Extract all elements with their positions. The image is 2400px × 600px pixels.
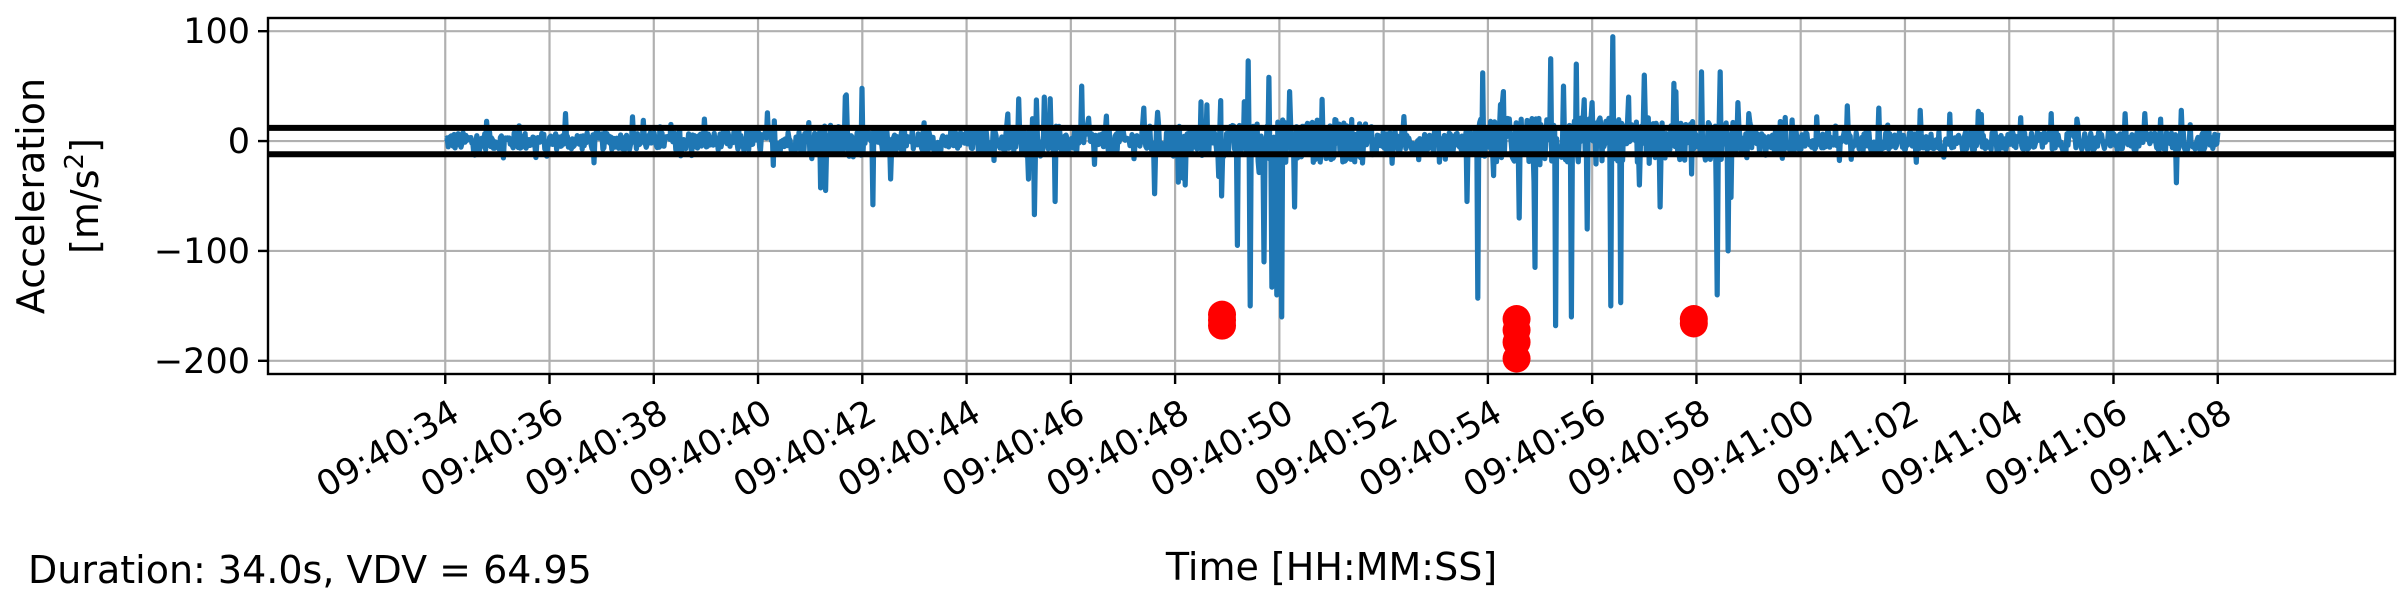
x-axis-label: Time [HH:MM:SS]: [1165, 545, 1497, 589]
y-tick-label: 0: [228, 122, 250, 162]
y-tick-label: 100: [183, 12, 250, 52]
y-tick-label: −200: [154, 342, 250, 382]
y-tick-label: −100: [154, 232, 250, 272]
acceleration-series-line: [443, 34, 2221, 329]
plot-frame: [266, 16, 2397, 376]
peak-marker: [1679, 309, 1708, 338]
y-axis-unit-label: [m/s2]: [60, 138, 107, 254]
peak-marker: [1502, 344, 1531, 373]
y-axis-label: Acceleration: [9, 78, 53, 314]
peak-marker: [1208, 311, 1237, 340]
duration-vdv-summary: Duration: 34.0s, VDV = 64.95: [28, 548, 592, 592]
